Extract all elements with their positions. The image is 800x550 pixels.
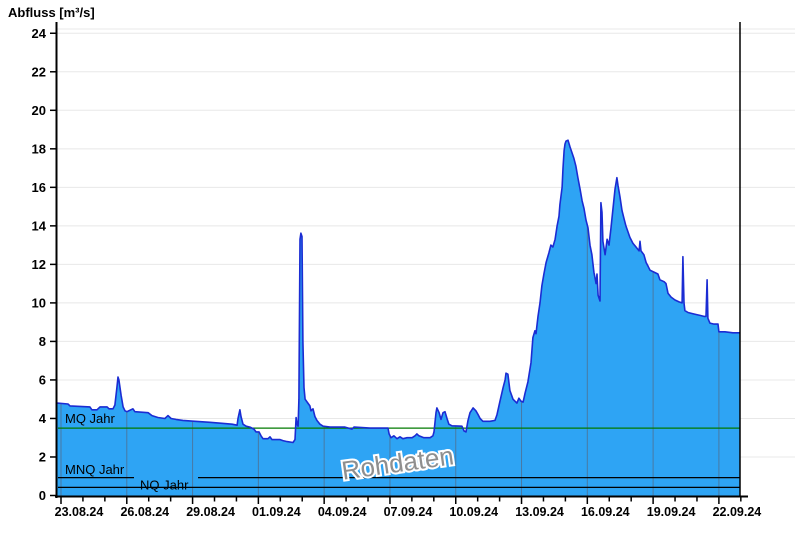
x-tick-label: 29.08.24 [186,505,235,519]
x-tick-label: 19.09.24 [647,505,696,519]
y-tick-label: 14 [32,218,47,233]
x-tick-label: 04.09.24 [318,505,367,519]
y-tick-label: 6 [39,372,46,387]
y-tick-label: 4 [39,411,47,426]
reference-lines [58,427,740,489]
x-tick-label: 26.08.24 [120,505,169,519]
x-tick-label: 01.09.24 [252,505,301,519]
y-tick-label: 12 [32,257,46,272]
y-tick-label: 0 [39,488,46,503]
x-tick-label: 13.09.24 [515,505,564,519]
chart-title: Abfluss [m³/s] [8,5,95,20]
x-tick-label: 22.09.24 [713,505,762,519]
x-tick-label: 23.08.24 [55,505,104,519]
discharge-line [57,139,740,444]
y-tick-label: 22 [32,64,46,79]
x-tick-label: 16.09.24 [581,505,630,519]
y-tick-label: 16 [32,180,46,195]
discharge-area-fill [57,140,741,496]
y-tick-label: 24 [32,26,47,41]
x-tick-label: 10.09.24 [449,505,498,519]
y-tick-label: 2 [39,449,46,464]
x-tick-label: 07.09.24 [384,505,433,519]
ref-label-mq: MQ Jahr [65,411,116,426]
y-tick-label: 8 [39,334,46,349]
ref-label-nq: NQ Jahr [140,478,189,493]
y-tick-label: 18 [32,141,46,156]
ref-label-mnq: MNQ Jahr [65,462,125,477]
y-tick-label: 20 [32,103,46,118]
y-tick-label: 10 [32,295,46,310]
